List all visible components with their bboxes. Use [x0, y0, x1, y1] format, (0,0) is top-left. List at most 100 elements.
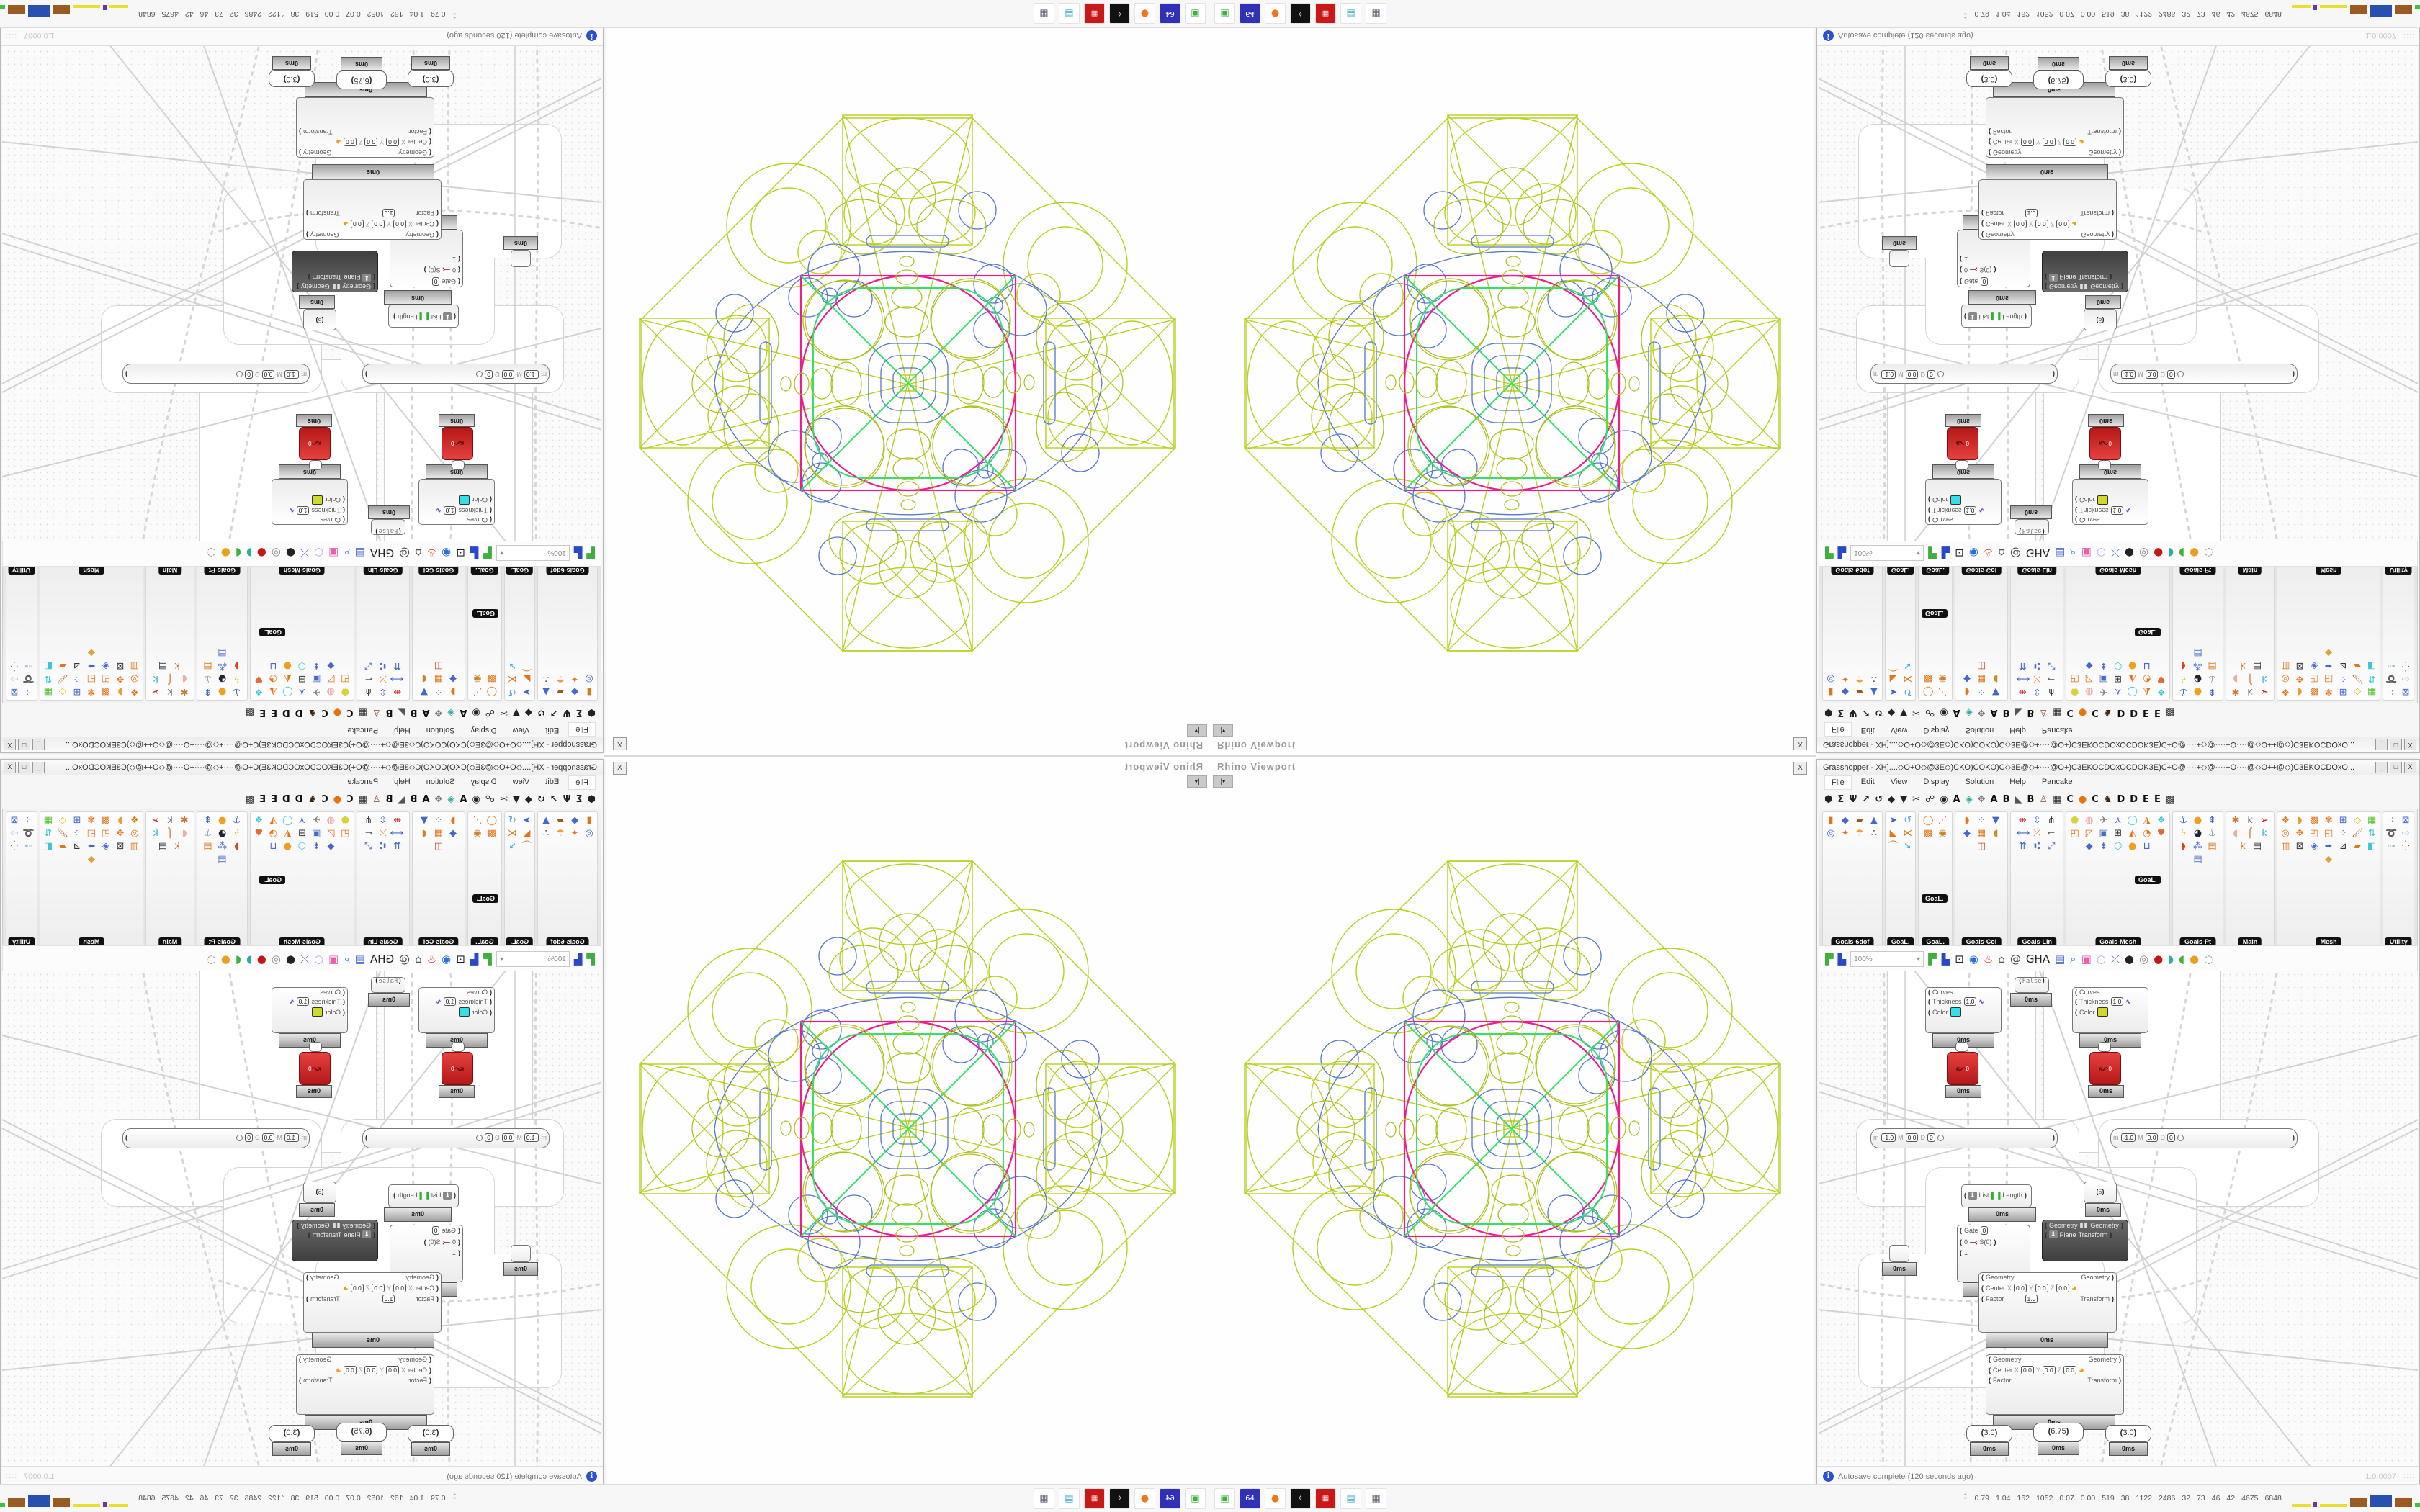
component-icon[interactable]: ⇟ [312, 841, 321, 852]
component-icon[interactable]: ❖ [2156, 686, 2166, 697]
component-icon[interactable]: ◣ [1889, 828, 1897, 839]
category-tab-icon[interactable]: C [346, 794, 354, 805]
list-length-component[interactable]: ⬇ List▌▐ Length [1961, 1184, 2032, 1207]
toolbar-icon[interactable]: ● [2124, 953, 2134, 966]
component-icon[interactable]: ⤫ [379, 673, 387, 684]
menu-display[interactable]: Display [470, 726, 497, 734]
menu-file[interactable]: File [568, 775, 596, 790]
component-icon[interactable]: ◕ [218, 828, 227, 839]
panel-column-label[interactable]: GoaL. [471, 566, 498, 575]
component-icon[interactable]: ⊠ [10, 686, 19, 697]
component-icon[interactable]: ⊠ [116, 841, 125, 852]
component-icon[interactable]: ⁘ [434, 686, 443, 697]
component-icon[interactable]: ⤫ [2033, 673, 2041, 684]
error-component[interactable]: ↜ 0 [442, 1052, 473, 1085]
component-icon[interactable]: ▦ [1976, 828, 1986, 839]
number-slider[interactable]: 3.0 [2105, 70, 2151, 87]
component-icon[interactable]: ◭ [284, 673, 292, 684]
component-icon[interactable]: ⤢ [364, 841, 372, 852]
category-tab-icon[interactable]: ▼ [1900, 794, 1908, 805]
component-icon[interactable]: ▤ [158, 660, 168, 671]
component-icon[interactable]: ▰ [58, 841, 66, 852]
component-icon[interactable]: ◫ [1976, 841, 1986, 852]
component-icon[interactable]: ⋏ [298, 815, 306, 826]
component-icon[interactable]: ▤ [2193, 854, 2202, 865]
component-icon[interactable]: ◣ [1889, 673, 1897, 684]
toolbar-icon[interactable]: ⌂ [415, 546, 422, 559]
toolbar-icon[interactable]: ◉ [1968, 546, 1978, 559]
menu-file[interactable]: File [1824, 722, 1852, 737]
component-icon[interactable]: ◯ [2127, 815, 2138, 826]
component-icon[interactable]: ➰ [22, 828, 35, 839]
panel-component[interactable]: 6 [2084, 1182, 2117, 1203]
component-icon[interactable]: ⤢ [364, 660, 372, 671]
component-icon[interactable]: ƙ [174, 660, 180, 671]
component-icon[interactable]: ◰ [2070, 828, 2079, 839]
category-tab-icon[interactable]: D [295, 707, 303, 718]
toolbar-icon[interactable]: ● [2124, 546, 2134, 559]
taskbar-icons[interactable]: ▣ 64 ● ✧ ▦ ▤ ▦ [1210, 3, 1386, 24]
component-icon[interactable]: ◯ [282, 815, 293, 826]
component-icon[interactable]: ⁘ [73, 673, 81, 684]
rhino-viewport[interactable]: Rhino Viewport |▾ [604, 27, 1210, 756]
category-tab-icon[interactable]: D [282, 794, 290, 805]
component-icon[interactable]: ⊠ [2295, 841, 2304, 852]
component-icon[interactable]: ⋏ [2114, 815, 2122, 826]
color-swatch-cyan[interactable] [459, 495, 470, 505]
component-icon[interactable]: ➢ [151, 815, 160, 826]
category-tab-icon[interactable]: ↺ [537, 707, 545, 718]
component-icon[interactable]: ⚓ [2179, 815, 2188, 826]
menu-view[interactable]: View [512, 778, 530, 786]
firefox-icon[interactable]: ● [1134, 1488, 1155, 1509]
component-icon[interactable]: ⇹ [2018, 686, 2027, 697]
component-icon[interactable]: ⁘ [2339, 673, 2347, 684]
number-slider[interactable]: 3.0 [1966, 1425, 2012, 1442]
component-icon[interactable]: ✦ [1841, 673, 1850, 684]
component-icon[interactable]: ◍ [326, 815, 335, 826]
category-tab-icon[interactable]: ↺ [1875, 794, 1883, 805]
component-icon[interactable]: ▰ [1855, 815, 1863, 826]
save-file-icon[interactable]: ▙ [573, 953, 583, 966]
list-length-component[interactable]: ⬇ List▌▐ Length [1961, 305, 2032, 328]
component-icon[interactable]: ◍ [2085, 686, 2094, 697]
console-icon[interactable]: ▣ [1214, 3, 1235, 24]
close-button[interactable]: X [2404, 762, 2416, 773]
component-icon[interactable]: ▥ [130, 841, 139, 852]
toolbar-icon[interactable]: ◌ [2204, 953, 2214, 966]
toolbar-icon[interactable]: ○ [2096, 546, 2106, 559]
component-icon[interactable]: ◆ [87, 647, 95, 658]
category-tab-icon[interactable]: ☍ [1925, 794, 1935, 805]
component-icon[interactable]: ◉ [473, 828, 482, 839]
panel-column-label[interactable]: Goals-Pt [2179, 937, 2215, 946]
component-icon[interactable]: ⬟ [2071, 815, 2079, 826]
component-icon[interactable]: ✱ [2231, 815, 2240, 826]
component-icon[interactable]: ⊞ [2114, 828, 2123, 839]
component-icon[interactable]: ⬟ [341, 815, 349, 826]
floating-goal-label[interactable]: GoaL. [472, 894, 498, 903]
error-component[interactable]: ↜ 0 [2089, 1052, 2121, 1085]
floating-goal-label[interactable]: GoaL. [2135, 628, 2161, 636]
menu-pancake[interactable]: Pancake [2041, 778, 2073, 786]
toolbar-icon[interactable]: ⌂ [415, 953, 422, 966]
calculator-icon[interactable]: ▦ [1034, 1488, 1054, 1509]
toolbar-icon[interactable]: ◎ [2139, 953, 2149, 966]
component-icon[interactable]: ⋉ [1903, 828, 1913, 839]
menu-edit[interactable]: Edit [545, 726, 560, 734]
component-icon[interactable]: ✥ [2295, 828, 2304, 839]
panel-column-label[interactable]: Goals-Mesh [279, 566, 325, 575]
component-icon[interactable]: ◆ [1841, 686, 1849, 697]
component-icon[interactable]: ➨ [87, 660, 96, 671]
toolbar-icon[interactable]: ● [256, 953, 266, 966]
toolbar-icon[interactable]: ▛ [483, 953, 492, 966]
component-icon[interactable]: ▩ [487, 828, 496, 839]
component-icon[interactable]: ◯ [486, 686, 498, 697]
toolbar-icon[interactable]: ◎ [271, 546, 281, 559]
component-icon[interactable]: ⤫ [379, 828, 387, 839]
component-icon[interactable]: ⌐ [364, 828, 373, 839]
component-icon[interactable]: ✾ [87, 815, 96, 826]
